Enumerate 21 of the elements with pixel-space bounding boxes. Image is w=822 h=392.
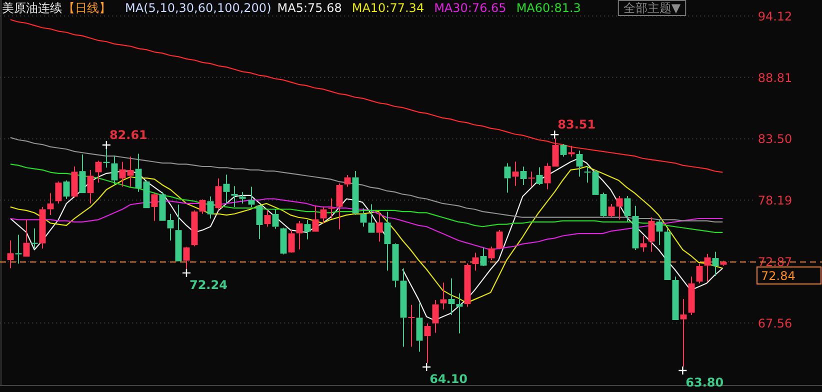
ytick: 78.19 — [758, 194, 792, 208]
annotation: 全部主题▼ — [623, 1, 682, 15]
ytick: 67.56 — [758, 316, 792, 331]
annotation: 83.51 — [550, 118, 596, 140]
chart-subtitle: 【日线】 — [63, 1, 111, 15]
chart-title: 美原油连续 — [2, 1, 62, 15]
ytick: 88.81 — [758, 70, 792, 85]
annotation: 64.10 — [422, 362, 468, 386]
annotation: 82.61 — [102, 128, 148, 150]
annotation: 72.24 — [189, 278, 228, 292]
ref-label: 72.84 — [761, 268, 796, 283]
ytick: 83.50 — [758, 132, 792, 146]
series-names: MA(5,10,30,60,100,200) MA5:75.68 MA10:77.34 MA30:76.65 MA60:81.3 — [125, 1, 581, 15]
button: 全部主题▼ — [618, 0, 686, 16]
annotation: 82.61 — [109, 128, 148, 142]
annotation: 83.51 — [558, 118, 596, 132]
annotation: 63.80 — [678, 366, 724, 390]
annotation: 72.24 — [182, 268, 228, 292]
annotation: 63.80 — [686, 376, 724, 390]
annotation: 64.10 — [430, 372, 468, 386]
ytick: 94.12 — [758, 9, 792, 24]
